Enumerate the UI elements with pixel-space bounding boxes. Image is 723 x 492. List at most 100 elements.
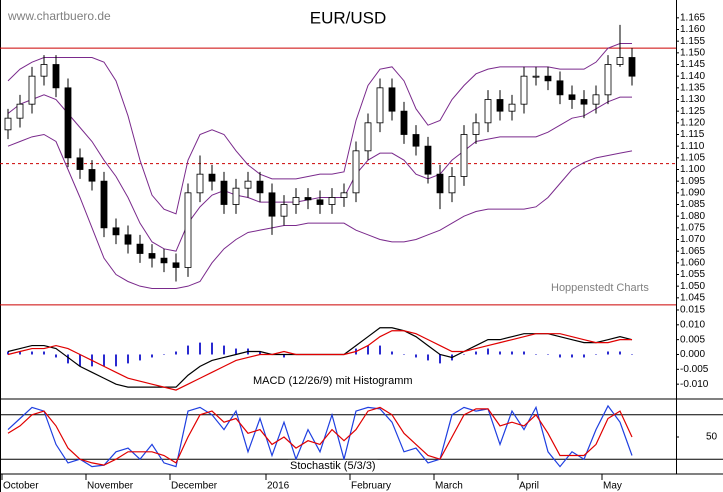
candle-body (592, 94, 600, 105)
bollinger-band (7, 43, 632, 215)
candle-body (628, 57, 636, 77)
histogram-bar (367, 345, 369, 355)
candle-body (376, 87, 384, 124)
title-backing (288, 459, 378, 472)
candle-body (484, 99, 492, 124)
candle-body (64, 87, 72, 159)
histogram-bar (223, 345, 225, 355)
watermark: www.chartbuero.de (7, 9, 111, 23)
candle-body (616, 57, 624, 65)
histogram-bar (619, 351, 621, 355)
histogram-bar (391, 351, 393, 355)
candle-body (220, 180, 228, 205)
histogram-bar (199, 342, 201, 355)
candle-body (520, 75, 528, 105)
histogram-bar (79, 354, 81, 367)
y-tick-label: 1.140 (680, 71, 705, 82)
x-tick-label: December (171, 481, 218, 492)
candle-body (244, 180, 252, 189)
histogram-bar (523, 351, 525, 355)
histogram-bar (139, 354, 141, 361)
candle-body (112, 227, 120, 236)
histogram-bar (43, 351, 45, 355)
y-tick-label: 1.080 (680, 211, 705, 222)
candle-body (556, 80, 564, 96)
candle-body (232, 187, 240, 205)
histogram-bar (511, 351, 513, 355)
macd-title: MACD (12/26/9) mit Histogramm (253, 375, 413, 387)
histogram-bar (7, 351, 9, 355)
histogram-bar (631, 354, 633, 355)
y-tick-label: 1.070 (680, 234, 705, 245)
histogram-bar (379, 345, 381, 355)
candle-body (532, 75, 540, 78)
candle-body (568, 94, 576, 100)
histogram-bar (595, 354, 597, 355)
y-tick-label: 1.110 (680, 141, 705, 152)
histogram-bar (559, 354, 561, 358)
y-tick-label: 1.150 (680, 47, 705, 58)
y-tick-label: 1.115 (680, 129, 705, 140)
candle-body (196, 173, 204, 194)
histogram-bar (571, 354, 573, 358)
candle-body (508, 103, 516, 112)
y-tick-label: 1.145 (680, 59, 705, 70)
candle-body (460, 134, 468, 177)
candle-body (424, 145, 432, 175)
candle-body (40, 64, 48, 77)
y-tick-label: 1.065 (680, 246, 705, 257)
x-tick-label: May (603, 481, 622, 492)
histogram-bar (475, 351, 477, 355)
candle-body (4, 117, 12, 131)
y-tick-label: 1.060 (680, 257, 705, 268)
histogram-bar (115, 354, 117, 367)
source-note: Hoppenstedt Charts (551, 282, 649, 294)
y-tick-label: 0.015 (680, 305, 705, 316)
candle-body (208, 173, 216, 182)
x-tick-label: April (519, 481, 539, 492)
histogram-bar (103, 354, 105, 367)
y-tick-label: 1.160 (680, 24, 705, 35)
x-tick-label: February (351, 481, 391, 492)
candle-body (76, 157, 84, 170)
indicator-line (7, 330, 632, 391)
histogram-bar (235, 348, 237, 355)
candle-body (16, 103, 24, 119)
histogram-bar (463, 354, 465, 355)
candle-body (268, 192, 276, 217)
y-tick-label: 1.085 (680, 199, 705, 210)
histogram-bar (259, 351, 261, 355)
y-tick-label: 1.050 (680, 281, 705, 292)
candle-body (496, 99, 504, 112)
y-tick-label: -0.010 (680, 379, 709, 390)
candle-body (148, 253, 156, 259)
y-tick-label: 50 (706, 432, 718, 443)
candle-body (604, 64, 612, 96)
candle-body (388, 87, 396, 112)
y-tick-label: 1.090 (680, 187, 705, 198)
y-tick-label: 0.005 (680, 334, 705, 345)
x-tick-label: November (87, 481, 134, 492)
candle-body (88, 169, 96, 182)
y-tick-label: 1.165 (680, 12, 705, 23)
candle-body (124, 234, 132, 245)
histogram-bar (439, 354, 441, 364)
candle-body (136, 243, 144, 254)
stochastic-title: Stochastik (5/3/3) (290, 460, 376, 472)
histogram-bar (499, 351, 501, 355)
y-tick-label: 1.135 (680, 82, 705, 93)
candle-body (580, 99, 588, 105)
candle-body (436, 173, 444, 194)
histogram-bar (427, 354, 429, 361)
candle-body (316, 199, 324, 205)
histogram-bar (127, 354, 129, 364)
y-tick-label: 1.100 (680, 164, 705, 175)
candle-body (160, 257, 168, 264)
candle-body (328, 197, 336, 205)
y-tick-label: 1.055 (680, 269, 705, 280)
candle-body (184, 192, 192, 268)
histogram-bar (283, 354, 285, 358)
candle-body (340, 192, 348, 198)
candle-body (256, 180, 264, 194)
